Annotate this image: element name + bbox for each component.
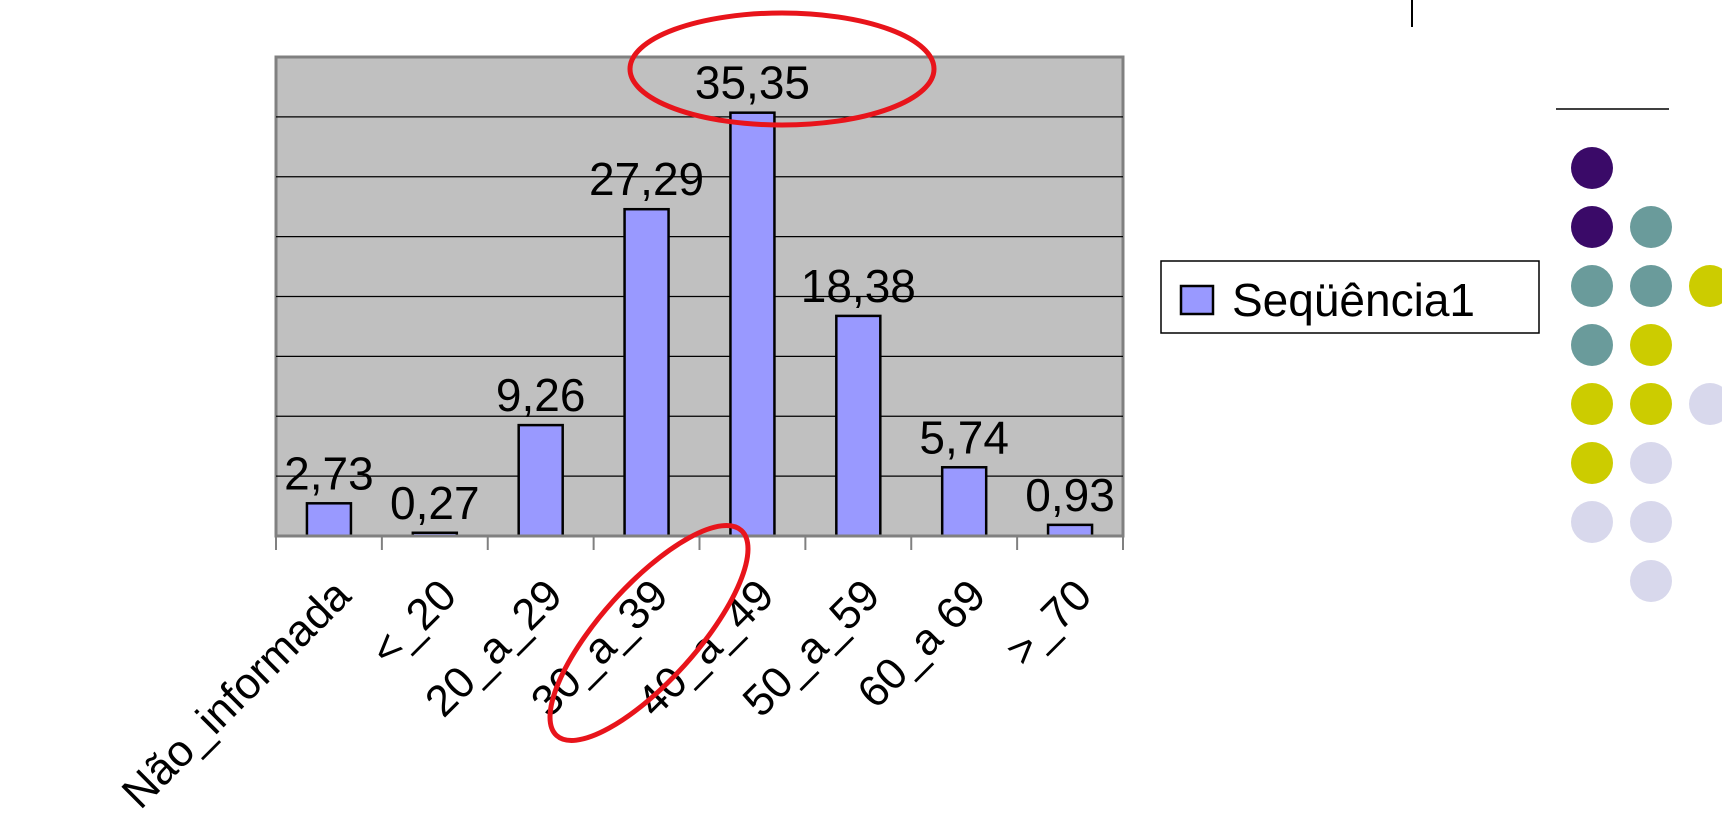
data-label-70: 0,93 [1025,469,1115,521]
decor-dot [1571,265,1613,307]
data-label-50-a-59: 18,38 [801,260,916,312]
bar-70 [1046,523,1094,538]
data-label-20: 0,27 [390,477,480,529]
decor-dot [1630,206,1672,248]
data-label-n-o-informada: 2,73 [284,447,374,499]
decor-dot [1571,501,1613,543]
x-axis [275,534,1124,550]
data-label-60-a-69: 5,74 [919,411,1009,463]
decor-dot [1571,324,1613,366]
decor-dot [1630,383,1672,425]
legend-entry-sequencia1: Seqüência1 [1232,274,1475,326]
legend-box [1160,260,1540,334]
decor-dot [1630,265,1672,307]
category-label-n-o-informada: Não_informada [113,570,361,818]
bar-50-a-59 [835,314,882,538]
data-label-20-a-29: 9,26 [496,369,586,421]
decor-dot [1571,442,1613,484]
decor-dot [1571,147,1613,189]
bar-40-a-49 [729,111,776,538]
decor-dot [1630,501,1672,543]
bar-60-a-69 [940,466,988,538]
decor-dot [1571,206,1613,248]
bar-series [305,111,1094,538]
highlight-ellipse-value [627,10,937,128]
data-label-30-a-39: 27,29 [589,153,704,205]
bar-20-a-29 [517,423,564,538]
decor-dot [1689,383,1722,425]
decor-dot [1630,324,1672,366]
highlight-ellipse-category [547,523,751,743]
data-label-40-a-49: 35,35 [695,57,810,109]
legend: Seqüência1 [1160,260,1540,334]
bar-30-a-39 [623,207,670,538]
decor-dot [1630,560,1672,602]
decor-dot [1689,265,1722,307]
decor-dot [1571,383,1613,425]
decorative-dot-grid [1571,147,1722,602]
legend-swatch [1179,284,1215,316]
decor-dot [1630,442,1672,484]
category-label-70: >_70 [996,570,1101,675]
data-labels: 2,73 0,27 9,26 27,29 35,35 18,38 5,74 0,93 [284,57,1115,529]
bar-n-o-informada [305,502,353,538]
